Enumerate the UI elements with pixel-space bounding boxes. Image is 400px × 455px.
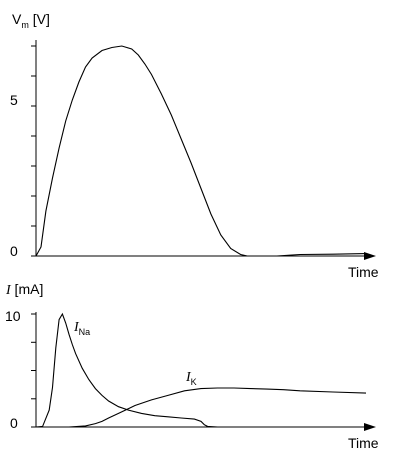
vm-curve [35, 45, 367, 257]
current-tick-label-10: 10 [5, 308, 21, 324]
current-x-axis-arrow [364, 423, 376, 431]
current-tick-label-0: 0 [10, 415, 18, 431]
current-y-label: I [mA] [5, 281, 43, 298]
ina-curve [35, 312, 366, 428]
voltage-minor-ticks [31, 45, 36, 257]
voltage-tick-label-0: 0 [10, 243, 18, 259]
voltage-panel: Vm [V] 0 5 Time [10, 11, 379, 280]
current-x-label: Time [348, 435, 379, 451]
current-panel: I [mA] 0 10 Time INa IK [5, 281, 379, 451]
ik-label: IK [185, 370, 197, 387]
voltage-y-label: Vm [V] [12, 11, 50, 30]
voltage-x-label: Time [348, 264, 379, 280]
ina-label: INa [73, 320, 90, 337]
voltage-tick-label-5: 5 [10, 92, 18, 108]
current-minor-ticks [31, 313, 36, 428]
voltage-x-axis-arrow [364, 252, 376, 260]
ik-curve [36, 387, 367, 428]
